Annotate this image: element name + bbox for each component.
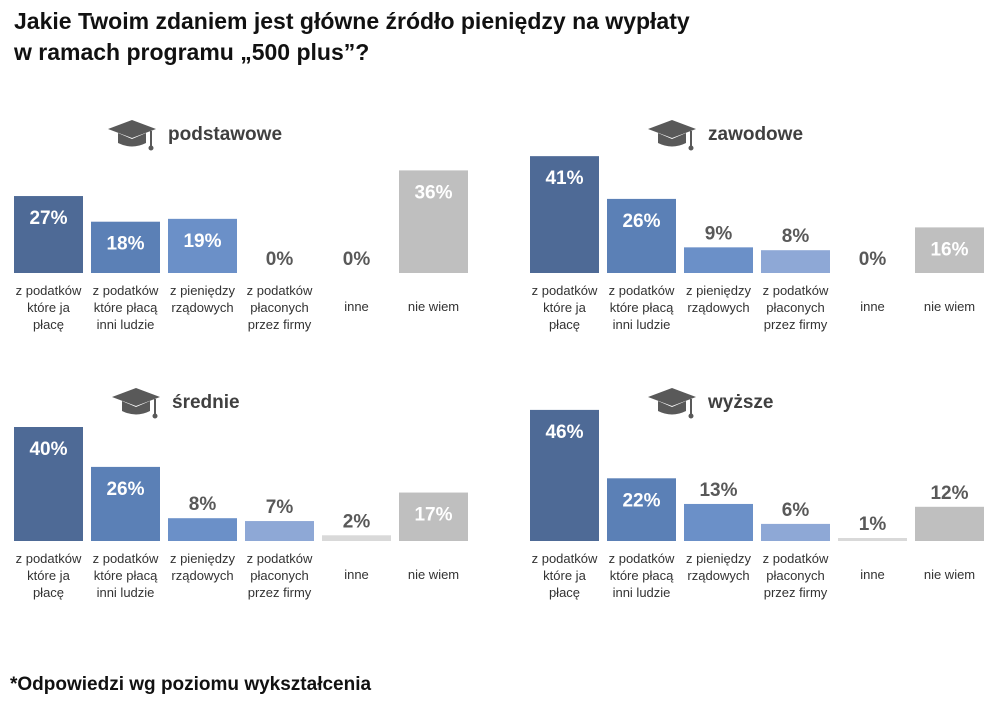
bar-chart-zawodowe: 41% z podatków które ja płacę 26% z podatków k… [530, 156, 984, 332]
bar [530, 409, 599, 541]
category-label: z podatków które płacą inni ludzie [609, 551, 675, 600]
bar [838, 538, 907, 541]
data-label: 0% [266, 249, 294, 270]
bar [245, 521, 314, 541]
bar-chart-srednie: 40% z podatków które ja płacę 26% z podatków k… [14, 427, 468, 600]
data-label: 2% [343, 511, 371, 532]
category-label: z podatków które płacą inni ludzie [93, 551, 159, 600]
bar [91, 466, 160, 541]
bar [684, 247, 753, 273]
category-label: z pieniędzy rządowych [170, 551, 236, 583]
category-label: z podatków które płacą inni ludzie [93, 283, 159, 332]
category-label: nie wiem [924, 299, 975, 314]
data-label: 17% [414, 505, 452, 526]
bar [399, 492, 468, 541]
bar [322, 535, 391, 541]
category-label: z pieniędzy rządowych [686, 551, 752, 583]
bar [761, 523, 830, 541]
data-label: 12% [930, 483, 968, 504]
data-label: 22% [622, 490, 660, 511]
category-label: z podatków płaconych przez firmy [247, 283, 313, 332]
data-label: 6% [782, 500, 810, 521]
category-label: inne [860, 567, 885, 582]
bar [607, 478, 676, 541]
title-line-1: Jakie Twoim zdaniem jest główne źródło p… [14, 8, 690, 34]
panel-title: zawodowe [708, 124, 804, 145]
category-label: z pieniędzy rządowych [686, 283, 752, 315]
category-label: inne [860, 299, 885, 314]
bar [915, 506, 984, 541]
category-label: z podatków płaconych przez firmy [247, 551, 313, 600]
panel-srednie: średnie 40% z podatków które ja płacę 26% z p… [10, 386, 480, 616]
data-label: 0% [343, 249, 371, 270]
bar [915, 227, 984, 273]
data-label: 16% [930, 239, 968, 260]
panel-wyzsze: wyższe 46% z podatków które ja płacę 22% z po… [526, 386, 996, 616]
category-label: z podatków które ja płacę [532, 283, 598, 332]
category-label: nie wiem [924, 567, 975, 582]
category-label: z podatków które ja płacę [16, 283, 82, 332]
data-label: 26% [622, 211, 660, 232]
data-label: 19% [183, 231, 221, 252]
data-label: 8% [782, 226, 810, 247]
category-label: z podatków które ja płacę [16, 551, 82, 600]
bar [399, 170, 468, 273]
graduation-cap-icon [108, 120, 156, 151]
graduation-cap-icon [112, 388, 160, 419]
category-label: inne [344, 299, 369, 314]
data-label: 18% [106, 234, 144, 255]
data-label: 8% [189, 494, 217, 515]
data-label: 13% [699, 480, 737, 501]
panel-title: podstawowe [168, 124, 283, 145]
graduation-cap-icon [648, 388, 696, 419]
data-label: 26% [106, 479, 144, 500]
category-label: z podatków płaconych przez firmy [763, 551, 829, 600]
bar [684, 503, 753, 541]
bar [607, 198, 676, 273]
category-label: z podatków które ja płacę [532, 551, 598, 600]
bar [91, 221, 160, 273]
bar [14, 196, 83, 273]
data-label: 0% [859, 249, 887, 270]
bar [168, 218, 237, 273]
category-label: nie wiem [408, 567, 459, 582]
data-label: 1% [859, 514, 887, 535]
graduation-cap-icon [648, 120, 696, 151]
panel-title: wyższe [708, 392, 774, 413]
bar-chart-podstawowe: 27% z podatków które ja płacę 18% z podatków k… [14, 170, 468, 332]
bar [530, 156, 599, 273]
category-label: z pieniędzy rządowych [170, 283, 236, 315]
panel-podstawowe: podstawowe 27% z podatków które ja płacę 18%… [10, 118, 480, 348]
data-label: 36% [414, 182, 452, 203]
data-label: 9% [705, 223, 733, 244]
data-label: 41% [545, 168, 583, 189]
category-label: z podatków płaconych przez firmy [763, 283, 829, 332]
bar [761, 250, 830, 273]
category-label: nie wiem [408, 299, 459, 314]
data-label: 27% [29, 208, 67, 229]
title-line-2: w ramach programu „500 plus”? [14, 39, 370, 65]
bar-chart-wyzsze: 46% z podatków które ja płacę 22% z podatków k… [530, 409, 984, 600]
footnote: *Odpowiedzi wg poziomu wykształcenia [10, 674, 372, 695]
panel-zawodowe: zawodowe 41% z podatków które ja płacę 26% z … [526, 118, 996, 348]
chart-title: Jakie Twoim zdaniem jest główne źródło p… [14, 6, 834, 68]
category-label: inne [344, 567, 369, 582]
category-label: z podatków które płacą inni ludzie [609, 283, 675, 332]
data-label: 7% [266, 497, 294, 518]
data-label: 40% [29, 439, 67, 460]
bar [14, 427, 83, 541]
data-label: 46% [545, 422, 583, 443]
bar [168, 518, 237, 541]
panel-title: średnie [172, 392, 240, 413]
